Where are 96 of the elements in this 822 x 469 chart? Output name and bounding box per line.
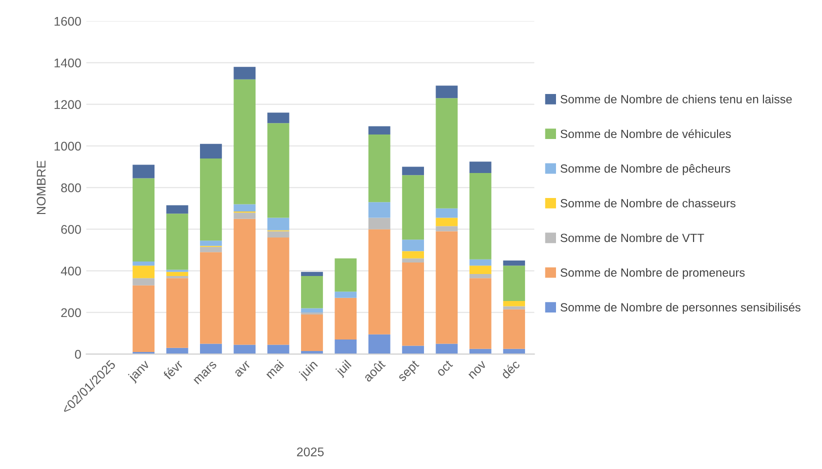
bar — [200, 240, 222, 246]
bar — [301, 312, 323, 315]
bar — [132, 278, 155, 286]
bar — [334, 298, 357, 340]
y-axis-title: NOMBRE — [36, 160, 46, 214]
x-tick-label: sept — [397, 360, 422, 384]
x-tick-label: oct — [436, 360, 454, 377]
bar — [200, 344, 222, 354]
bar — [267, 231, 290, 238]
bar — [436, 86, 458, 98]
bar — [301, 276, 323, 308]
bar — [436, 208, 458, 218]
legend-label: Somme de Nombre de personnes sensibilisés — [560, 302, 800, 314]
x-tick-label: juil — [334, 360, 354, 378]
bar — [402, 346, 424, 354]
bar — [132, 285, 155, 352]
bar — [234, 212, 256, 219]
y-tick-label: 0 — [74, 350, 81, 359]
legend-label: Somme de Nombre de chasseurs — [560, 198, 736, 208]
bar — [503, 260, 526, 266]
bar — [503, 266, 526, 302]
bar — [267, 238, 290, 345]
bar — [368, 334, 390, 354]
bar — [436, 98, 458, 208]
bar — [132, 261, 155, 266]
bar — [166, 278, 188, 348]
y-tick-label: 1600 — [54, 16, 81, 26]
bar — [469, 266, 492, 274]
bar — [503, 309, 526, 349]
legend-label: Somme de Nombre de VTT — [560, 233, 704, 242]
bar — [436, 226, 458, 232]
y-tick-label: 1400 — [54, 58, 81, 68]
bar — [402, 175, 424, 240]
bar — [200, 144, 222, 158]
bar — [436, 344, 458, 354]
bar — [200, 252, 222, 344]
bar — [368, 202, 390, 218]
bar — [267, 112, 290, 124]
x-axis-title: 2025 — [297, 447, 324, 456]
y-tick-label: 800 — [61, 183, 81, 192]
bar — [402, 251, 424, 258]
bar — [368, 126, 390, 135]
bar — [166, 214, 188, 270]
legend-label: Somme de Nombre de véhicules — [560, 129, 731, 138]
y-tick-label: 400 — [60, 266, 81, 276]
x-tick-label: nov — [468, 360, 487, 380]
bar — [402, 258, 424, 263]
x-tick-label: avr — [234, 360, 251, 378]
bar — [368, 134, 390, 202]
bar — [402, 166, 424, 176]
bar — [301, 272, 323, 276]
x-tick-label: déc — [500, 359, 520, 380]
y-tick-label: 1000 — [54, 142, 81, 151]
bar — [334, 292, 357, 298]
bar — [402, 240, 424, 252]
bar — [234, 66, 256, 80]
bar — [436, 218, 458, 226]
bar — [436, 231, 458, 344]
x-tick-label: août — [362, 358, 386, 382]
bar — [503, 301, 526, 306]
bar — [200, 246, 222, 252]
bar — [368, 218, 390, 230]
x-tick-label: févr — [162, 359, 184, 380]
bar — [469, 162, 492, 174]
bar — [234, 79, 256, 204]
bar — [267, 344, 290, 354]
bar — [267, 218, 290, 230]
bar — [469, 274, 492, 278]
bar — [402, 262, 424, 346]
bar — [334, 340, 357, 354]
bar — [301, 314, 323, 351]
bar — [267, 123, 290, 218]
bar — [469, 259, 492, 266]
bar — [234, 344, 256, 354]
bar — [301, 308, 323, 312]
y-tick-label: 600 — [61, 225, 81, 234]
bar — [368, 229, 390, 334]
bar — [503, 306, 526, 310]
legend-label: Somme de Nombre de pêcheurs — [560, 164, 730, 176]
x-tick-label: mai — [264, 360, 284, 380]
bar — [132, 164, 155, 178]
bar — [234, 204, 256, 212]
bar — [132, 266, 155, 278]
bar — [334, 258, 357, 292]
bar — [200, 158, 222, 241]
bar — [166, 205, 188, 214]
bar — [166, 272, 188, 276]
y-tick-label: 200 — [61, 308, 81, 318]
x-tick-label: juin — [298, 360, 320, 382]
legend-label: Somme de Nombre de chiens tenu en laisse — [560, 94, 792, 104]
bar — [469, 173, 492, 260]
y-tick-label: 1200 — [54, 100, 81, 110]
legend-label: Somme de Nombre de promeneurs — [560, 268, 745, 280]
bar — [234, 218, 256, 345]
bar — [132, 178, 155, 262]
bar — [469, 278, 492, 349]
